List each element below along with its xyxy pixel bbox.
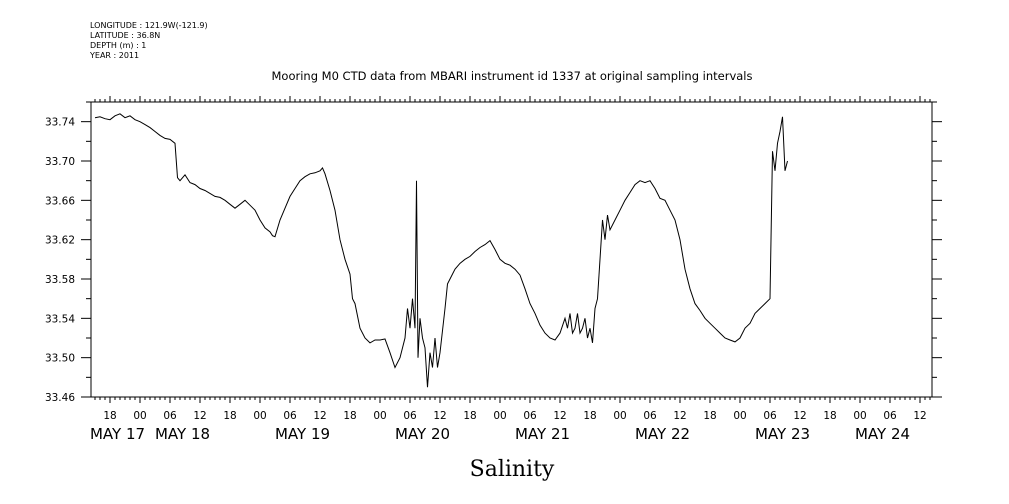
x-hour-label: 00 — [733, 410, 746, 422]
year-label: YEAR : 2011 — [90, 51, 140, 60]
x-day-label: MAY 17 — [90, 425, 145, 443]
x-hour-label: 18 — [463, 410, 476, 422]
x-hour-label: 12 — [193, 410, 206, 422]
x-hour-label: 00 — [613, 410, 626, 422]
x-hour-label: 18 — [103, 410, 116, 422]
y-tick-label: 33.66 — [45, 195, 75, 207]
depth-label: DEPTH (m) : 1 — [90, 41, 147, 50]
y-tick-label: 33.46 — [45, 392, 75, 404]
y-tick-label: 33.50 — [45, 353, 75, 365]
x-day-label: MAY 21 — [515, 425, 570, 443]
x-hour-label: 00 — [853, 410, 866, 422]
x-hour-label: 12 — [313, 410, 326, 422]
axis-ticks — [81, 96, 942, 403]
x-axis-labels: 18 00 06 12 18 00 06 12 18 00 06 12 18 00 06 12 18 00 06 12… — [103, 410, 926, 422]
x-hour-label: 00 — [253, 410, 266, 422]
x-hour-label: 12 — [913, 410, 926, 422]
y-tick-label: 33.58 — [45, 274, 75, 286]
x-day-label: MAY 24 — [855, 425, 910, 443]
x-hour-label: 00 — [373, 410, 386, 422]
longitude-label: LONGITUDE : 121.9W(-121.9) — [90, 21, 208, 30]
x-hour-label: 12 — [553, 410, 566, 422]
x-hour-label: 06 — [883, 410, 897, 422]
x-axis-title: Salinity — [470, 457, 555, 482]
x-hour-label: 18 — [823, 410, 836, 422]
x-hour-label: 06 — [163, 410, 177, 422]
x-hour-label: 00 — [133, 410, 146, 422]
plot-frame — [90, 101, 933, 398]
chart-title: Mooring M0 CTD data from MBARI instrumen… — [272, 69, 753, 83]
x-hour-label: 18 — [343, 410, 356, 422]
y-axis-labels: 33.46 33.50 33.54 33.58 33.62 33.66 33.70 33.74 — [45, 117, 75, 404]
x-hour-label: 12 — [433, 410, 446, 422]
x-hour-label: 06 — [763, 410, 777, 422]
x-axis-day-labels: MAY 17 MAY 18 MAY 19 MAY 20 MAY 21 MAY 22 MAY … — [90, 425, 910, 443]
station-metadata: LONGITUDE : 121.9W(-121.9) LATITUDE : 36… — [90, 21, 208, 61]
x-hour-label: 06 — [523, 410, 537, 422]
x-day-label: MAY 18 — [155, 425, 210, 443]
x-day-label: MAY 23 — [755, 425, 810, 443]
x-hour-label: 18 — [583, 410, 596, 422]
x-day-label: MAY 19 — [275, 425, 330, 443]
x-day-label: MAY 20 — [395, 425, 450, 443]
y-tick-label: 33.70 — [45, 156, 75, 168]
y-tick-label: 33.74 — [45, 117, 75, 129]
x-hour-label: 12 — [673, 410, 686, 422]
x-hour-label: 00 — [493, 410, 506, 422]
x-hour-label: 12 — [793, 410, 806, 422]
x-hour-label: 06 — [283, 410, 297, 422]
x-hour-label: 18 — [703, 410, 716, 422]
latitude-label: LATITUDE : 36.8N — [90, 31, 161, 40]
x-hour-label: 06 — [403, 410, 417, 422]
salinity-series-line — [94, 113, 788, 388]
y-tick-label: 33.62 — [45, 235, 75, 247]
x-hour-label: 18 — [223, 410, 236, 422]
x-hour-label: 06 — [643, 410, 657, 422]
y-tick-label: 33.54 — [45, 313, 75, 325]
x-day-label: MAY 22 — [635, 425, 690, 443]
